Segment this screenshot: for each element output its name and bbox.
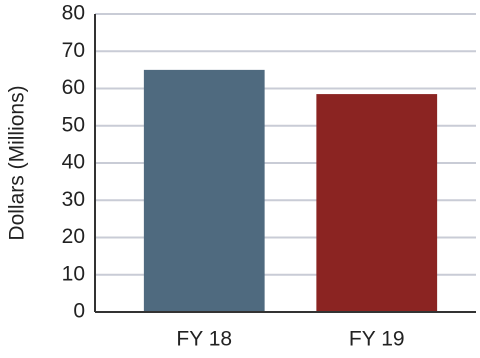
y-tick-label: 40 [62, 151, 85, 174]
y-axis-label: Dollars (Millions) [6, 85, 29, 240]
y-tick-label: 60 [62, 76, 85, 99]
y-tick-label: 20 [62, 225, 85, 248]
y-tick-label: 70 [62, 39, 85, 62]
x-tick-label: FY 19 [349, 328, 405, 351]
bar [143, 69, 265, 312]
bar [316, 94, 438, 313]
y-tick-label: 10 [62, 262, 85, 285]
y-tick-label: 80 [62, 2, 85, 25]
y-tick-label: 50 [62, 113, 85, 136]
y-tick-label: 30 [62, 188, 85, 211]
x-tick-label: FY 18 [176, 328, 232, 351]
y-tick-label: 0 [73, 300, 85, 323]
